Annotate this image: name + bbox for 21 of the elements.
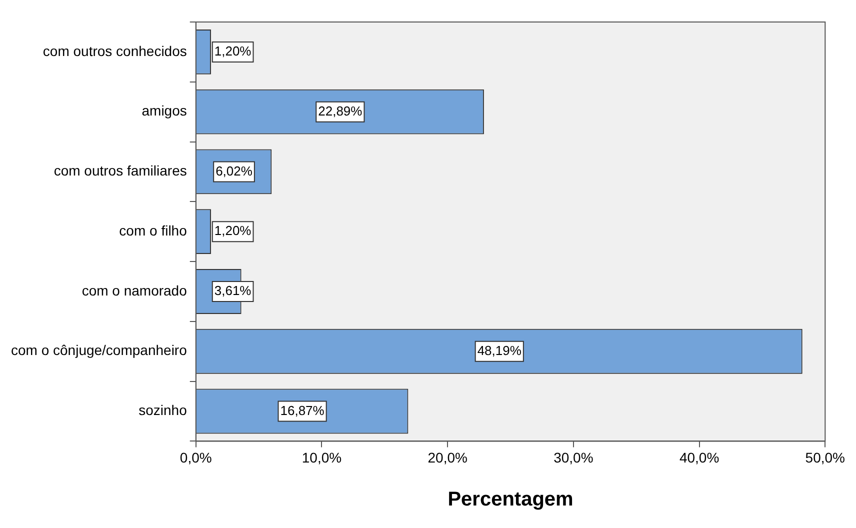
- x-tick-label: 40,0%: [679, 449, 720, 466]
- data-label: 1,20%: [214, 223, 252, 238]
- data-label: 16,87%: [280, 402, 325, 418]
- y-tick-label: com o cônjuge/companheiro: [10, 342, 188, 358]
- data-label: 3,61%: [214, 283, 252, 298]
- y-tick-label: sozinho: [138, 402, 188, 418]
- y-tick-label: com o namorado: [82, 282, 188, 298]
- data-label: 6,02%: [216, 163, 253, 178]
- y-tick-label: com outros familiares: [54, 162, 187, 179]
- y-tick-label: com o filho: [119, 222, 188, 238]
- x-tick-label: 30,0%: [554, 449, 594, 466]
- x-tick-label: 0,0%: [180, 449, 212, 466]
- y-tick-label: com outros conhecidos: [42, 42, 187, 59]
- data-label: 22,89%: [318, 103, 363, 118]
- x-axis-title: Percentagem: [448, 488, 574, 511]
- data-label: 48,19%: [477, 342, 522, 358]
- data-label: 1,20%: [214, 44, 252, 59]
- x-tick-label: 50,0%: [805, 449, 846, 466]
- y-tick-label: amigos: [142, 102, 187, 119]
- x-tick-label: 20,0%: [428, 449, 468, 466]
- x-tick-label: 10,0%: [302, 449, 342, 466]
